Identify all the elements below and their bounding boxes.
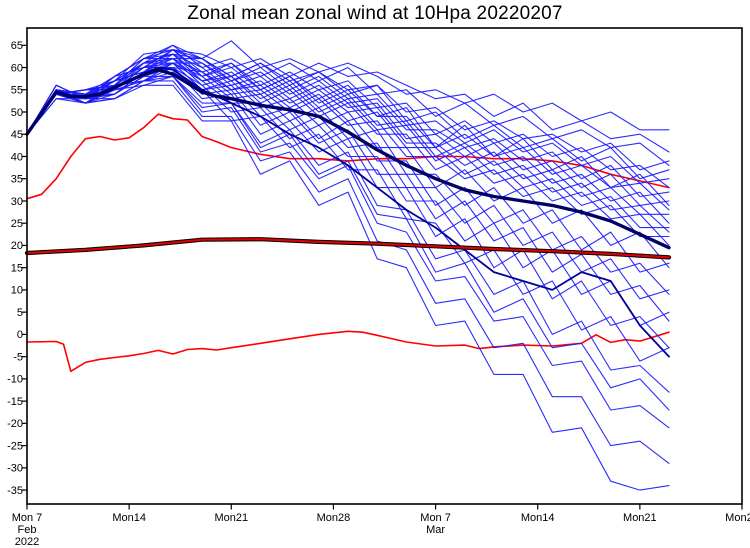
y-tick-label: 10 <box>11 285 23 297</box>
x-tick-label: Mon 7 <box>420 512 451 524</box>
x-tick-sublabel: Mar <box>426 524 445 536</box>
y-tick-label: -10 <box>7 374 23 386</box>
y-tick-label: 60 <box>11 62 23 74</box>
y-tick-label: 5 <box>17 307 23 319</box>
y-tick-label: 25 <box>11 218 23 230</box>
x-tick-label: Mon28 <box>725 512 750 524</box>
x-tick-label: Mon 7 <box>12 512 43 524</box>
y-tick-label: -35 <box>7 485 23 497</box>
y-tick-label: 30 <box>11 196 23 208</box>
y-tick-label: 65 <box>11 40 23 52</box>
ensemble-mean-line <box>25 67 671 250</box>
climatology-mean-line <box>25 238 671 259</box>
y-tick-label: 0 <box>17 329 23 341</box>
y-tick-label: 20 <box>11 240 23 252</box>
x-tick-sublabel: Feb <box>18 524 37 536</box>
x-tick-label: Mon21 <box>623 512 657 524</box>
ensemble-member-line <box>26 49 670 206</box>
ensemble-member-line <box>26 49 670 184</box>
y-tick-label: -20 <box>7 418 23 430</box>
ensemble-member-line <box>26 75 670 411</box>
ensemble-member-line <box>26 75 670 393</box>
ensemble-member-line <box>26 66 670 238</box>
y-tick-label: 50 <box>11 107 23 119</box>
y-tick-label: -25 <box>7 440 23 452</box>
y-tick-label: 55 <box>11 85 23 97</box>
control-line <box>26 66 670 358</box>
climatology-lower-line <box>26 330 670 373</box>
ensemble-member-line <box>26 58 670 180</box>
ensemble-member-line <box>26 66 670 349</box>
y-tick-label: 45 <box>11 129 23 141</box>
y-tick-label: 35 <box>11 174 23 186</box>
chart-title: Zonal mean zonal wind at 10Hpa 20220207 <box>187 3 563 24</box>
x-tick-label: Mon14 <box>521 512 555 524</box>
x-tick-label: Mon21 <box>214 512 248 524</box>
y-tick-label: 15 <box>11 262 23 274</box>
y-tick-label: -15 <box>7 396 23 408</box>
ensemble-member-line <box>26 49 670 189</box>
y-tick-label: -5 <box>13 351 23 363</box>
ensemble-member-line <box>26 49 670 153</box>
y-tick-label: -30 <box>7 463 23 475</box>
x-tick-sublabel: 2022 <box>15 536 39 548</box>
ensemble-member-line <box>26 62 670 206</box>
x-tick-label: Mon28 <box>317 512 351 524</box>
x-tick-label: Mon14 <box>112 512 146 524</box>
ensemble-member-line <box>26 62 670 269</box>
ensemble-member-line <box>26 71 670 362</box>
y-tick-label: 40 <box>11 151 23 163</box>
ensemble-member-line <box>26 84 670 491</box>
plot-frame <box>26 27 743 505</box>
